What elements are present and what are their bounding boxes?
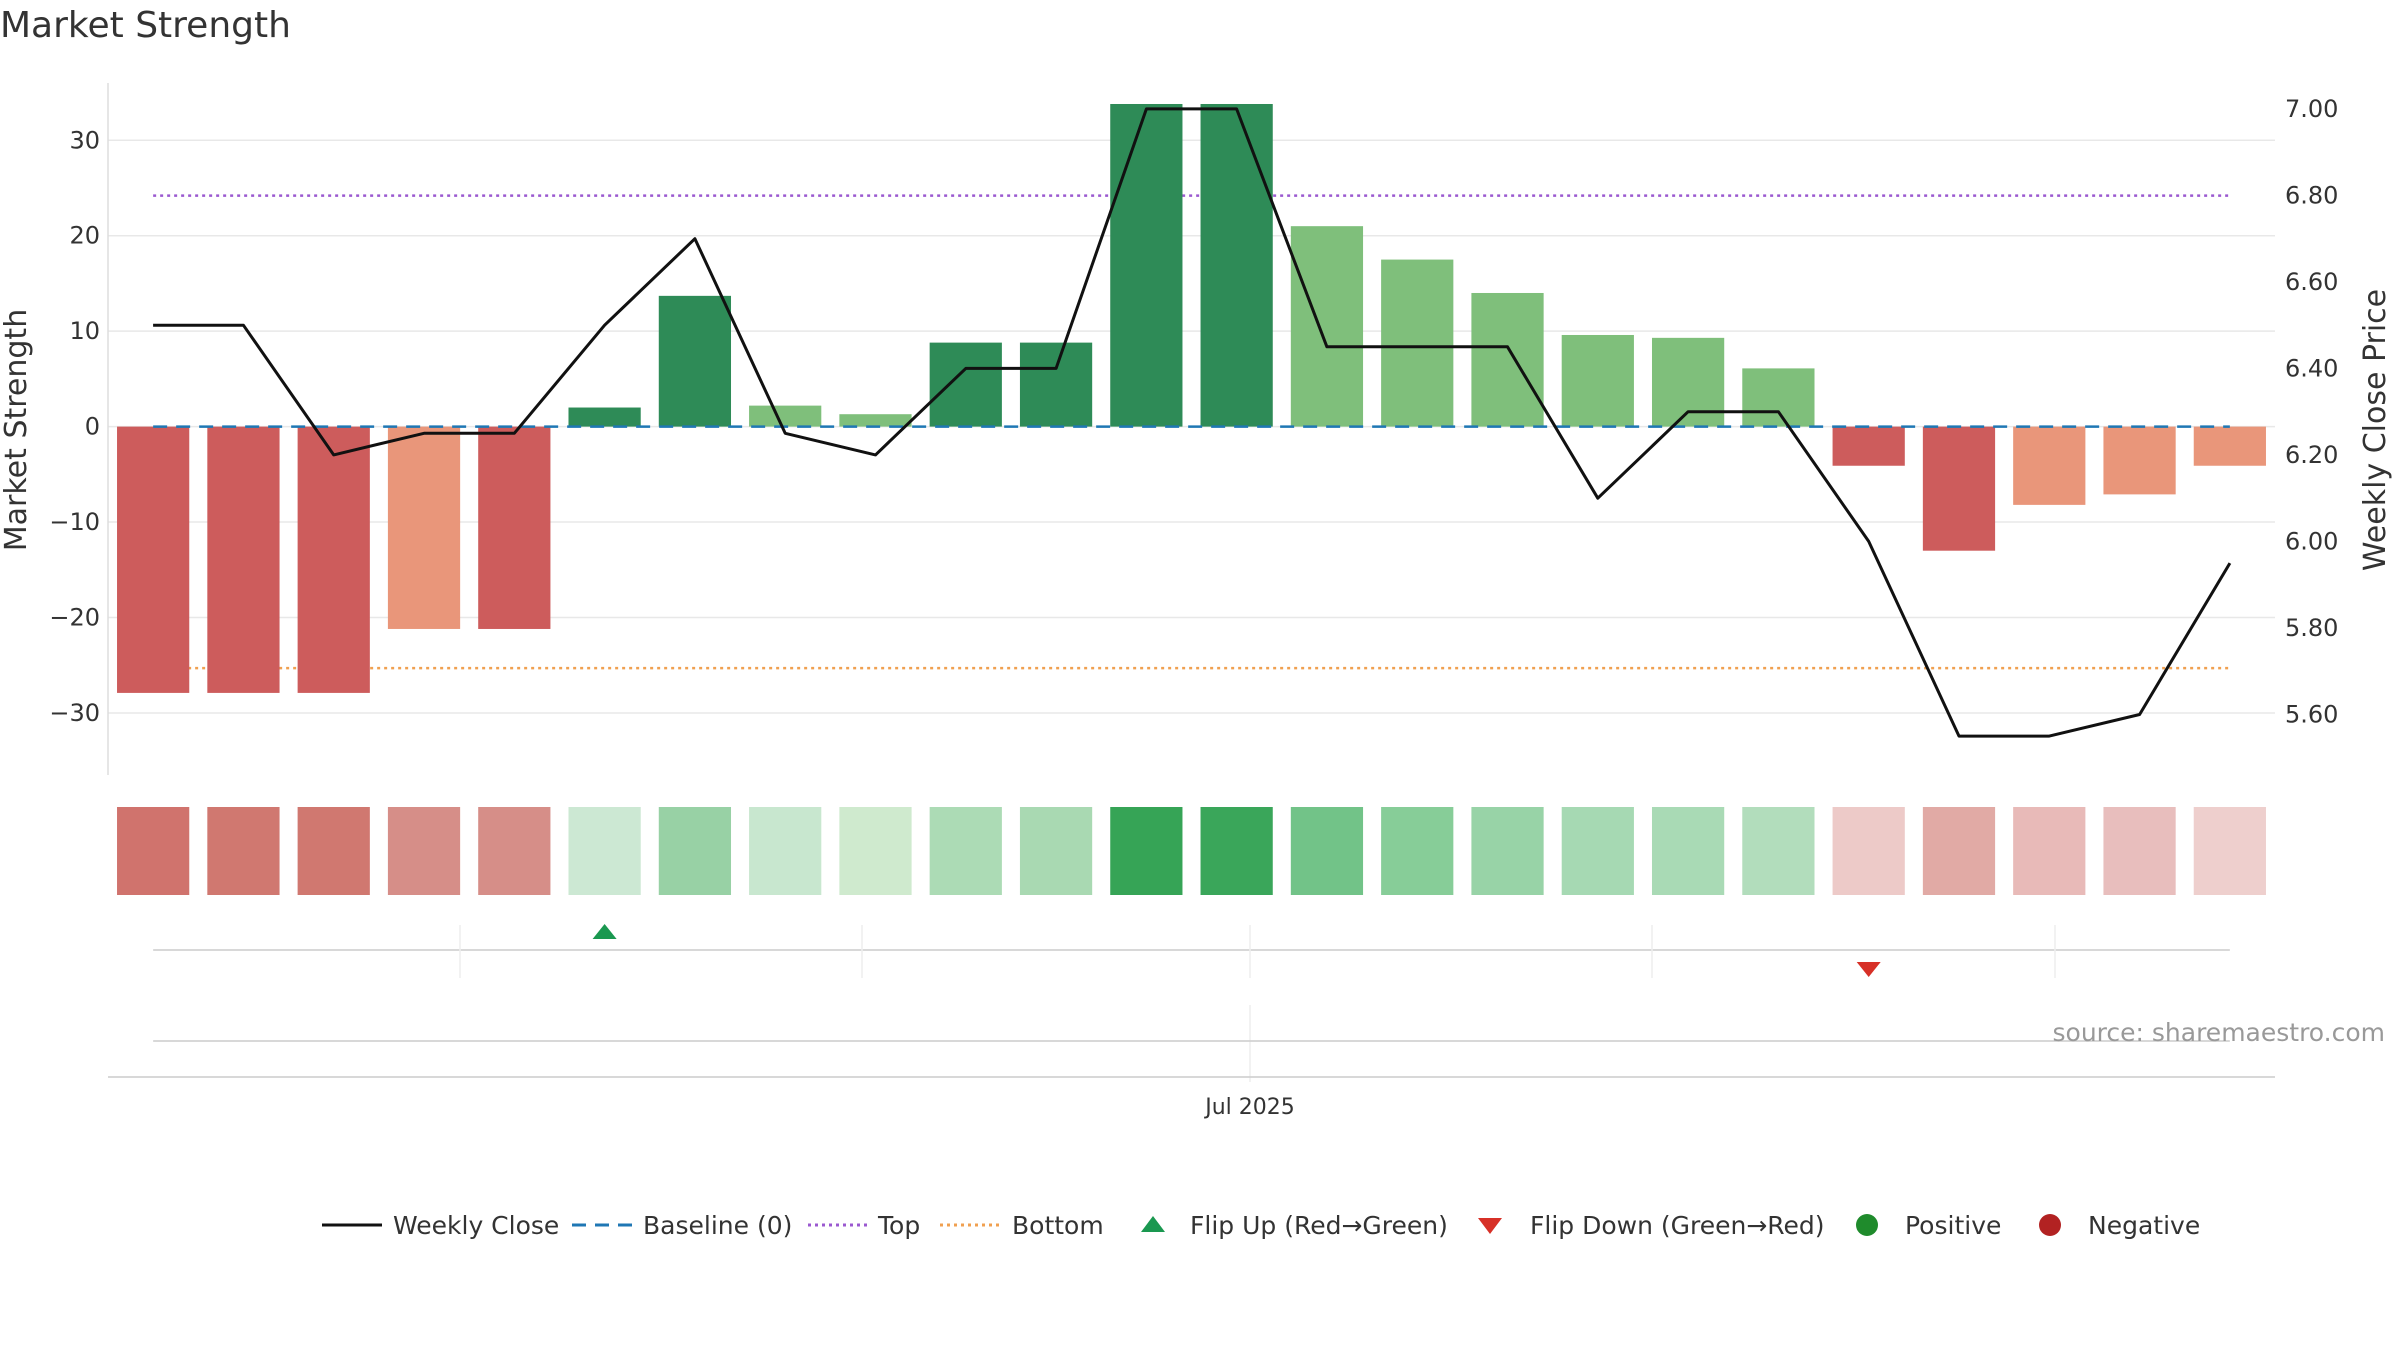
legend-label: Negative <box>2088 1211 2200 1240</box>
strength-bar <box>658 295 732 427</box>
strength-bar <box>929 342 1002 427</box>
y2-tick-label: 7.00 <box>2285 95 2338 123</box>
heat-cell <box>1742 807 1815 895</box>
legend-label: Baseline (0) <box>643 1211 792 1240</box>
heat-cell <box>117 807 190 895</box>
strength-bar <box>568 407 641 427</box>
legend: Weekly Close Baseline (0) Top Bottom Flip Up… <box>322 1211 2200 1240</box>
heat-cell <box>749 807 822 895</box>
strength-bar <box>1922 426 1996 551</box>
legend-swatch-negative <box>2039 1214 2061 1236</box>
strength-bar <box>1832 426 1905 466</box>
heat-cell <box>1922 807 1996 895</box>
y-tick-label: 20 <box>69 222 100 250</box>
legend-label: Weekly Close <box>393 1211 559 1240</box>
heat-cell <box>658 807 732 895</box>
heat-cell <box>1110 807 1183 895</box>
strength-bar <box>749 405 822 427</box>
heat-cell <box>1832 807 1905 895</box>
legend-label: Flip Up (Red→Green) <box>1190 1211 1448 1240</box>
flip-markers-panel <box>153 924 2230 978</box>
heat-cell <box>2103 807 2176 895</box>
strength-bar <box>2013 426 2086 505</box>
legend-label: Top <box>877 1211 920 1240</box>
strength-bar <box>1742 368 1815 427</box>
y2-axis-label: Weekly Close Price <box>2358 289 2393 571</box>
strength-bar <box>1561 334 1634 427</box>
legend-swatch-flip-up <box>1141 1216 1165 1232</box>
y2-tick-label: 5.80 <box>2285 614 2338 642</box>
y-tick-label: 0 <box>85 413 100 441</box>
strength-bar <box>2103 426 2176 495</box>
heat-cell <box>1471 807 1544 895</box>
heat-cell <box>2193 807 2266 895</box>
y-tick-label: −30 <box>49 699 100 727</box>
strength-bar <box>478 426 551 629</box>
date-axis-panel <box>108 1005 2275 1082</box>
y2-tick-label: 6.20 <box>2285 441 2338 469</box>
heat-cell <box>2013 807 2086 895</box>
heat-cell <box>839 807 912 895</box>
legend-swatch-flip-down <box>1478 1218 1502 1234</box>
heat-cell <box>1381 807 1454 895</box>
heat-cell <box>387 807 461 895</box>
strength-bar <box>1019 342 1093 427</box>
y2-tick-label: 5.60 <box>2285 700 2338 728</box>
y-tick-label: −20 <box>49 604 100 632</box>
strength-bar <box>117 426 190 693</box>
y-tick-label: 30 <box>69 126 100 154</box>
y-axis-label: Market Strength <box>0 309 34 551</box>
y2-tick-label: 6.80 <box>2285 181 2338 209</box>
strength-bar <box>1290 226 1364 427</box>
strength-bar <box>1471 292 1544 427</box>
y2-tick-label: 6.60 <box>2285 268 2338 296</box>
heat-cell <box>1019 807 1093 895</box>
legend-label: Flip Down (Green→Red) <box>1530 1211 1825 1240</box>
heat-cell <box>1651 807 1725 895</box>
strength-bar <box>839 414 912 427</box>
heat-cell <box>929 807 1002 895</box>
strength-heat-strip <box>117 807 2266 895</box>
flip-up-marker <box>592 924 617 939</box>
strength-bar <box>1200 103 1273 427</box>
grid-layer <box>108 139 2275 714</box>
flip-down-marker <box>1856 962 1881 977</box>
legend-label: Positive <box>1905 1211 2001 1240</box>
source-note: source: sharemaestro.com <box>2053 1018 2386 1047</box>
chart-title: Market Strength <box>0 5 291 46</box>
strength-bar <box>1381 259 1454 427</box>
strength-bar <box>2193 426 2266 466</box>
weekly-close-line <box>153 107 2232 738</box>
strength-bar <box>1110 103 1183 427</box>
y2-tick-label: 6.00 <box>2285 527 2338 555</box>
heat-cell <box>1561 807 1634 895</box>
legend-swatch-positive <box>1856 1214 1878 1236</box>
heat-cell <box>297 807 370 895</box>
heat-cell <box>1290 807 1364 895</box>
strength-bar <box>387 426 461 629</box>
y-tick-label: 10 <box>69 317 100 345</box>
x-axis-tick-label: Jul 2025 <box>1203 1095 1295 1120</box>
strength-bar <box>207 426 280 693</box>
heat-cell <box>568 807 641 895</box>
reference-lines <box>153 194 2230 670</box>
heat-cell <box>478 807 551 895</box>
weekly-close-series <box>153 107 2232 738</box>
heat-cell <box>1200 807 1273 895</box>
y2-tick-label: 6.40 <box>2285 354 2338 382</box>
legend-label: Bottom <box>1012 1211 1104 1240</box>
bar-series <box>117 103 2266 693</box>
y-tick-label: −10 <box>49 508 100 536</box>
heat-cell <box>207 807 280 895</box>
axis-layer: 30 20 10 0 −10 −20 −30 7.00 6.80 6.60 6.40 6.20 6.00… <box>49 83 2338 775</box>
strength-bar <box>297 426 370 693</box>
